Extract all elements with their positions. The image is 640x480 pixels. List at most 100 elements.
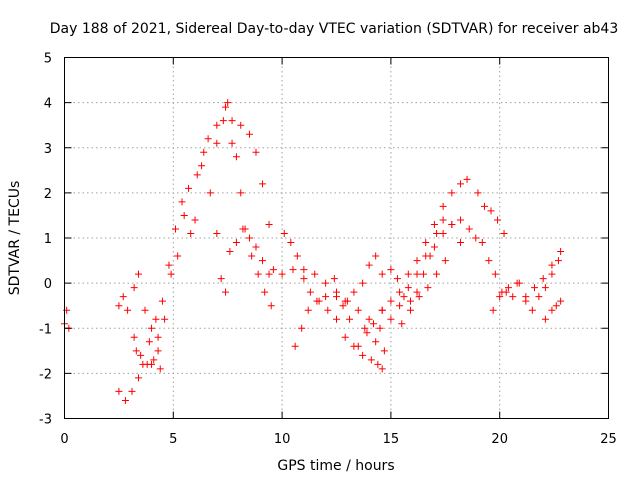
- data-point: [121, 396, 129, 404]
- data-point: [372, 338, 380, 346]
- data-point: [485, 257, 493, 265]
- x-tick-labels: 0 5 10 15 20 25: [60, 432, 616, 447]
- data-point: [480, 202, 488, 210]
- data-point: [224, 99, 232, 107]
- data-point: [152, 315, 160, 323]
- data-point: [124, 306, 132, 314]
- data-point: [472, 234, 480, 242]
- y-tick-label: 5: [44, 52, 52, 67]
- data-point: [406, 297, 414, 305]
- data-point: [548, 270, 556, 278]
- data-point: [232, 153, 240, 161]
- data-point: [333, 315, 340, 323]
- data-point: [228, 139, 236, 147]
- y-tick-label: 2: [44, 187, 52, 202]
- data-point: [187, 229, 195, 237]
- data-point: [267, 302, 275, 310]
- data-point: [213, 121, 221, 129]
- data-point: [387, 315, 395, 323]
- data-point: [474, 189, 482, 197]
- data-point: [557, 297, 565, 305]
- data-point: [439, 202, 447, 210]
- data-point: [222, 103, 230, 111]
- data-point: [515, 279, 523, 287]
- data-point: [252, 243, 260, 251]
- data-point: [541, 284, 549, 292]
- series-track_n: [387, 216, 465, 305]
- data-point: [404, 270, 412, 278]
- data-point: [369, 320, 377, 328]
- data-points: [61, 99, 565, 404]
- data-point: [494, 216, 502, 224]
- series-track_r: [489, 257, 562, 314]
- series-track_i: [291, 275, 388, 355]
- data-point: [333, 293, 340, 301]
- x-tick-label: 15: [383, 432, 400, 447]
- data-point: [350, 288, 358, 296]
- data-point: [465, 225, 473, 233]
- y-tick-labels: -3 -2 -1 0 1 2 3 4 5: [39, 52, 52, 428]
- data-point: [463, 175, 471, 183]
- data-point: [552, 302, 560, 310]
- data-point: [226, 248, 234, 256]
- y-tick-label: -2: [39, 367, 52, 382]
- data-point: [367, 356, 375, 364]
- data-point: [156, 365, 164, 373]
- data-point: [398, 320, 406, 328]
- data-point: [441, 257, 449, 265]
- series-track_c: [115, 293, 164, 373]
- data-point: [300, 266, 308, 274]
- data-point: [311, 270, 319, 278]
- series-track_o: [398, 257, 449, 328]
- data-point: [420, 270, 428, 278]
- data-point: [232, 239, 240, 247]
- data-point: [161, 315, 169, 323]
- data-point: [359, 279, 367, 287]
- data-point: [509, 293, 517, 301]
- data-point: [557, 248, 565, 256]
- data-point: [287, 239, 295, 247]
- series-track_b: [115, 374, 142, 404]
- y-tick-label: -3: [39, 413, 52, 428]
- data-point: [448, 220, 456, 228]
- y-tick-label: 1: [44, 232, 52, 247]
- data-point: [522, 297, 530, 305]
- data-point: [174, 252, 182, 260]
- data-point: [134, 374, 142, 382]
- data-point: [278, 270, 286, 278]
- data-point: [387, 266, 395, 274]
- data-point: [128, 387, 136, 395]
- x-tick-label: 20: [491, 432, 508, 447]
- data-point: [413, 270, 421, 278]
- data-point: [248, 252, 256, 260]
- data-point: [554, 257, 562, 265]
- data-point: [380, 347, 388, 355]
- data-point: [430, 243, 438, 251]
- data-point: [365, 315, 373, 323]
- x-tick-label: 10: [274, 432, 291, 447]
- grid-lines: [64, 57, 609, 419]
- data-point: [298, 324, 306, 332]
- data-point: [359, 351, 367, 359]
- data-point: [213, 229, 221, 237]
- data-point: [457, 239, 465, 247]
- series-track_g: [213, 225, 273, 296]
- data-point: [313, 297, 321, 305]
- data-point: [137, 351, 145, 359]
- data-point: [193, 171, 201, 179]
- data-point: [191, 216, 199, 224]
- data-point: [439, 229, 447, 237]
- data-point: [293, 252, 301, 260]
- data-point: [393, 275, 401, 283]
- data-point: [535, 293, 543, 301]
- data-point: [378, 306, 386, 314]
- data-point: [330, 275, 338, 283]
- data-point: [204, 135, 212, 143]
- data-point: [139, 360, 147, 368]
- y-tick-label: 0: [44, 277, 52, 292]
- data-point: [341, 333, 349, 341]
- data-point: [491, 270, 499, 278]
- data-point: [404, 284, 412, 292]
- data-point: [372, 252, 380, 260]
- data-point: [158, 297, 166, 305]
